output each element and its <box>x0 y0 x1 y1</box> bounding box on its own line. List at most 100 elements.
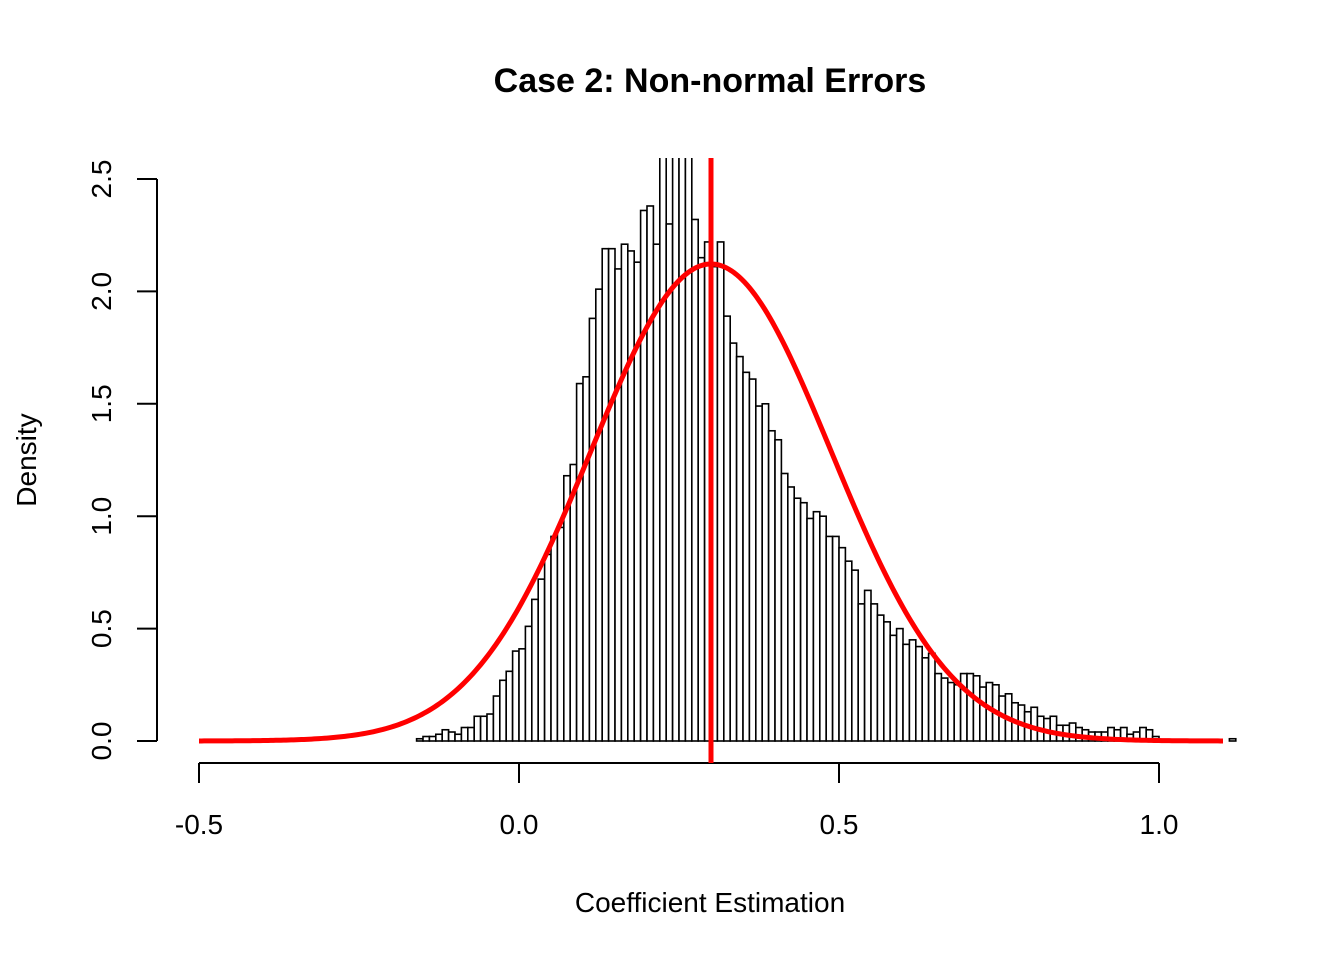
histogram-bar <box>550 535 559 742</box>
histogram-bar <box>492 695 501 742</box>
histogram-bar <box>614 268 623 742</box>
y-tick-label: 2.5 <box>86 160 117 199</box>
histogram-bar <box>601 247 610 742</box>
histogram-bar <box>498 679 507 742</box>
histogram-bar <box>761 402 770 742</box>
histogram-bar <box>902 643 911 742</box>
histogram-bar <box>914 645 923 742</box>
histogram-bar <box>479 715 488 742</box>
histogram-bar <box>422 735 431 742</box>
histogram-bar <box>671 158 680 742</box>
histogram-bar <box>876 614 885 742</box>
y-tick-label: 0.5 <box>86 609 117 648</box>
histogram-bar <box>831 535 840 742</box>
histogram-bar <box>1049 715 1058 742</box>
histogram-bar <box>780 472 789 742</box>
histogram-bar <box>716 241 725 742</box>
y-tick-label: 0.0 <box>86 722 117 761</box>
y-tick-label: 1.0 <box>86 497 117 536</box>
histogram-bar <box>466 726 475 742</box>
histogram-bar <box>454 733 463 742</box>
histogram-bar <box>953 683 962 742</box>
y-tick-label: 2.0 <box>86 272 117 311</box>
histogram-bar <box>838 546 847 742</box>
x-tick-label: -0.5 <box>175 809 223 840</box>
histogram-bar <box>972 675 981 742</box>
histogram-bar <box>825 535 834 742</box>
histogram-bar <box>946 681 955 742</box>
histogram-bar <box>1228 737 1237 742</box>
histogram-bar <box>863 589 872 742</box>
histogram-bar <box>434 733 443 742</box>
histogram-bar <box>793 497 802 742</box>
histogram-bar <box>684 158 693 742</box>
histogram-bar <box>927 652 936 742</box>
histogram-bar <box>934 672 943 742</box>
histogram-bar <box>882 621 891 742</box>
histogram-bar <box>697 256 706 742</box>
histogram-bar <box>678 158 687 742</box>
histogram-bar <box>639 209 648 742</box>
histogram-bar <box>844 560 853 742</box>
histogram-bar <box>767 429 776 742</box>
histogram-bar <box>415 737 424 742</box>
histogram-bar <box>812 510 821 742</box>
histogram-bar <box>543 553 552 742</box>
histogram-bar <box>857 603 866 742</box>
histogram-bar <box>870 603 879 742</box>
histogram-bar <box>556 526 565 742</box>
histogram-bar <box>921 657 930 742</box>
histogram-bar <box>505 670 514 742</box>
histogram-bar <box>575 382 584 742</box>
y-tick-label: 1.5 <box>86 384 117 423</box>
y-axis-label: Density <box>11 413 42 506</box>
y-axis: 0.0 0.5 1.0 1.5 2.0 2.5 <box>86 160 158 761</box>
histogram-bar <box>850 569 859 742</box>
x-tick-label: 0.0 <box>500 809 539 840</box>
histogram-bar <box>594 288 603 742</box>
histogram-bar <box>447 731 456 742</box>
histogram-bar <box>473 715 482 742</box>
histogram-bar <box>748 378 757 742</box>
histogram-bar <box>620 243 629 742</box>
histogram-bar <box>735 355 744 742</box>
histogram-bar <box>799 501 808 742</box>
histogram-bar <box>1030 706 1039 742</box>
histogram-bar <box>428 735 437 742</box>
histogram-bar <box>658 158 667 742</box>
histogram-bar <box>511 650 520 742</box>
histogram-bar <box>754 405 763 742</box>
histogram-bar <box>966 672 975 742</box>
histogram-bar <box>722 315 731 742</box>
histogram-bar <box>908 639 917 742</box>
histogram-bar <box>460 726 469 742</box>
x-tick-label: 1.0 <box>1140 809 1179 840</box>
histogram-bar <box>742 371 751 742</box>
histogram-bar <box>940 677 949 742</box>
histogram-bar <box>774 438 783 742</box>
histogram-bar <box>588 317 597 742</box>
histogram-bars <box>415 158 1237 742</box>
x-axis-label: Coefficient Estimation <box>575 887 845 918</box>
histogram-bar <box>530 598 539 742</box>
histogram-bar <box>626 250 635 742</box>
x-axis: -0.5 0.0 0.5 1.0 <box>175 762 1179 840</box>
histogram-bar <box>665 223 674 742</box>
histogram-bar <box>729 342 738 742</box>
histogram-bar <box>518 648 527 742</box>
histogram-bar <box>818 515 827 742</box>
histogram-bar <box>569 463 578 742</box>
histogram-bar <box>786 486 795 742</box>
histogram-bar <box>690 218 699 742</box>
chart-title: Case 2: Non-normal Errors <box>494 62 927 100</box>
histogram-bar <box>895 627 904 742</box>
x-tick-label: 0.5 <box>820 809 859 840</box>
histogram-bar <box>633 261 642 742</box>
histogram-bar <box>978 686 987 742</box>
histogram-bar <box>646 205 655 742</box>
histogram-bar <box>524 625 533 742</box>
histogram-bar <box>889 634 898 742</box>
histogram-bar <box>486 713 495 742</box>
histogram-bar <box>607 247 616 742</box>
